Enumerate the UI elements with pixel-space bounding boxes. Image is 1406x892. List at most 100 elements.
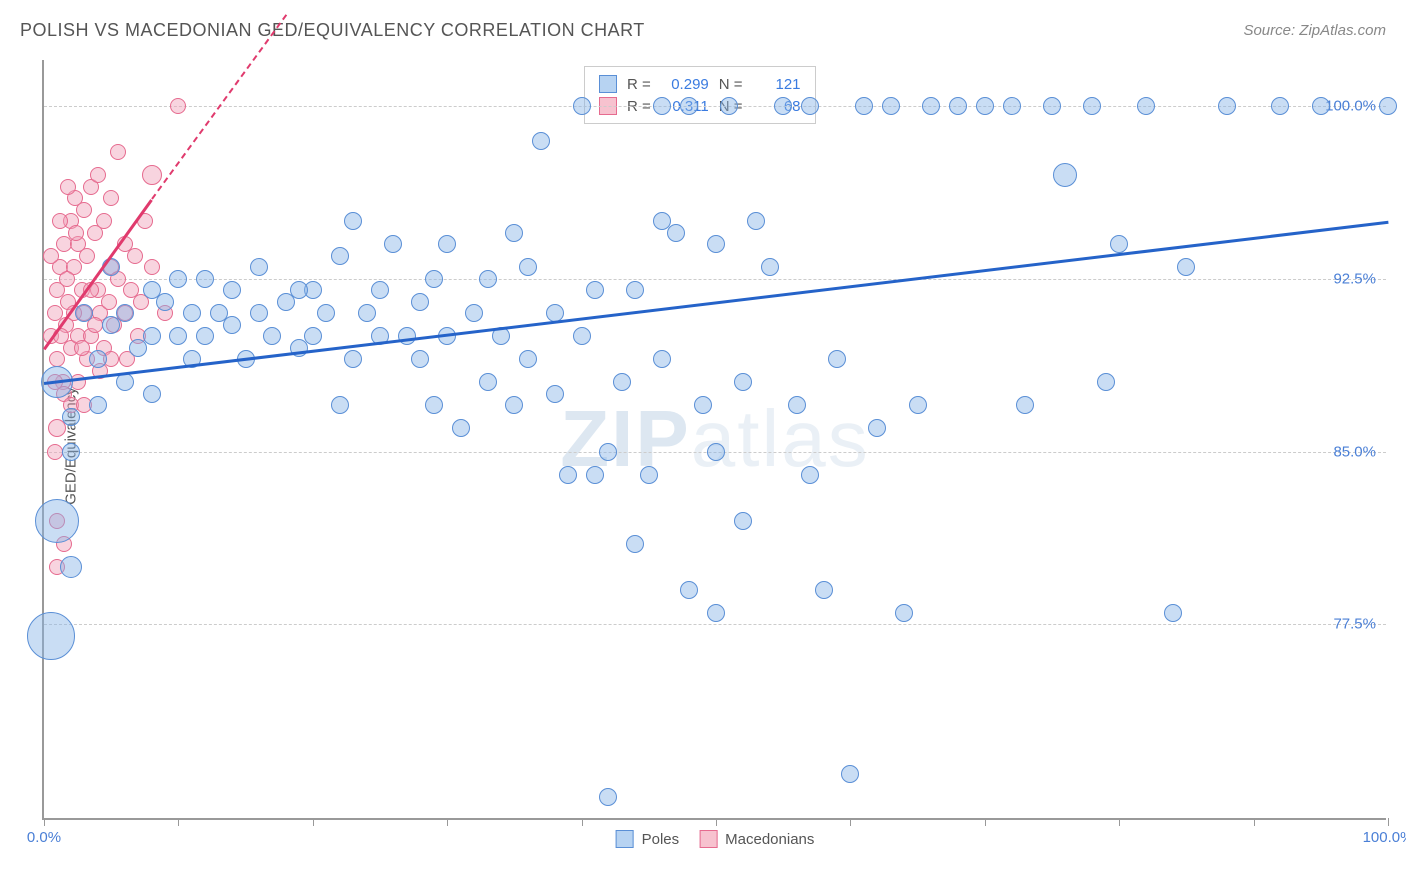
data-point-macedonian — [79, 248, 95, 264]
data-point-pole — [801, 466, 819, 484]
x-tick — [582, 818, 583, 826]
data-point-pole — [546, 385, 564, 403]
correlation-legend: R = 0.299 N = 121 R = 0.311 N = 68 — [584, 66, 816, 124]
chart-title: POLISH VS MACEDONIAN GED/EQUIVALENCY COR… — [20, 20, 645, 41]
data-point-pole — [331, 247, 349, 265]
data-point-pole — [479, 270, 497, 288]
data-point-pole — [505, 396, 523, 414]
data-point-pole — [626, 281, 644, 299]
data-point-macedonian — [74, 340, 90, 356]
data-point-pole — [640, 466, 658, 484]
data-point-pole — [801, 97, 819, 115]
data-point-pole — [573, 97, 591, 115]
data-point-pole — [841, 765, 859, 783]
y-tick-label: 77.5% — [1333, 616, 1376, 633]
x-tick — [716, 818, 717, 826]
data-point-pole — [519, 350, 537, 368]
data-point-pole — [653, 97, 671, 115]
legend-item-poles: Poles — [616, 830, 680, 848]
data-point-macedonian — [76, 202, 92, 218]
y-tick-label: 100.0% — [1325, 98, 1376, 115]
data-point-pole — [586, 281, 604, 299]
gridline — [44, 624, 1386, 625]
data-point-macedonian — [101, 294, 117, 310]
data-point-pole — [747, 212, 765, 230]
data-point-pole — [734, 373, 752, 391]
data-point-pole — [250, 258, 268, 276]
data-point-pole — [143, 385, 161, 403]
data-point-pole — [143, 327, 161, 345]
data-point-pole — [815, 581, 833, 599]
data-point-pole — [922, 97, 940, 115]
y-tick-label: 85.0% — [1333, 443, 1376, 460]
data-point-pole — [62, 408, 80, 426]
swatch-poles-icon — [616, 830, 634, 848]
data-point-pole — [586, 466, 604, 484]
data-point-pole — [223, 316, 241, 334]
data-point-pole — [116, 304, 134, 322]
data-point-pole — [976, 97, 994, 115]
data-point-pole — [479, 373, 497, 391]
x-tick — [178, 818, 179, 826]
data-point-macedonian — [90, 167, 106, 183]
data-point-pole — [895, 604, 913, 622]
data-point-macedonian — [49, 351, 65, 367]
data-point-pole — [384, 235, 402, 253]
data-point-pole — [290, 281, 308, 299]
swatch-macedonians-icon — [699, 830, 717, 848]
x-tick — [447, 818, 448, 826]
data-point-pole — [35, 499, 79, 543]
data-point-pole — [707, 443, 725, 461]
data-point-pole — [116, 373, 134, 391]
data-point-pole — [169, 327, 187, 345]
data-point-pole — [317, 304, 335, 322]
data-point-pole — [1110, 235, 1128, 253]
data-point-pole — [519, 258, 537, 276]
x-tick-label: 0.0% — [27, 829, 61, 846]
data-point-pole — [707, 604, 725, 622]
series-legend: Poles Macedonians — [616, 830, 815, 848]
y-tick-label: 92.5% — [1333, 270, 1376, 287]
data-point-pole — [909, 396, 927, 414]
data-point-pole — [169, 270, 187, 288]
data-point-pole — [263, 327, 281, 345]
data-point-macedonian — [60, 179, 76, 195]
legend-row-poles: R = 0.299 N = 121 — [599, 73, 801, 95]
data-point-pole — [465, 304, 483, 322]
data-point-pole — [223, 281, 241, 299]
data-point-pole — [1137, 97, 1155, 115]
data-point-pole — [89, 396, 107, 414]
data-point-pole — [156, 293, 174, 311]
data-point-pole — [680, 97, 698, 115]
watermark: ZIPatlas — [560, 393, 869, 485]
data-point-pole — [559, 466, 577, 484]
data-point-pole — [331, 396, 349, 414]
data-point-pole — [532, 132, 550, 150]
gridline — [44, 106, 1386, 107]
data-point-pole — [344, 212, 362, 230]
data-point-pole — [599, 788, 617, 806]
data-point-pole — [62, 443, 80, 461]
data-point-pole — [1053, 163, 1077, 187]
legend-item-macedonians: Macedonians — [699, 830, 814, 848]
data-point-pole — [1379, 97, 1397, 115]
data-point-pole — [89, 350, 107, 368]
data-point-macedonian — [52, 213, 68, 229]
data-point-macedonian — [96, 213, 112, 229]
data-point-pole — [761, 258, 779, 276]
data-point-macedonian — [110, 144, 126, 160]
data-point-pole — [720, 97, 738, 115]
data-point-pole — [680, 581, 698, 599]
data-point-pole — [75, 304, 93, 322]
data-point-macedonian — [144, 259, 160, 275]
data-point-pole — [774, 97, 792, 115]
x-tick — [1254, 818, 1255, 826]
x-tick — [44, 818, 45, 826]
data-point-pole — [1097, 373, 1115, 391]
x-tick — [1388, 818, 1389, 826]
chart-area: ZIPatlas R = 0.299 N = 121 R = 0.311 N =… — [42, 60, 1386, 820]
data-point-pole — [196, 327, 214, 345]
data-point-pole — [425, 396, 443, 414]
data-point-macedonian — [127, 248, 143, 264]
data-point-pole — [196, 270, 214, 288]
